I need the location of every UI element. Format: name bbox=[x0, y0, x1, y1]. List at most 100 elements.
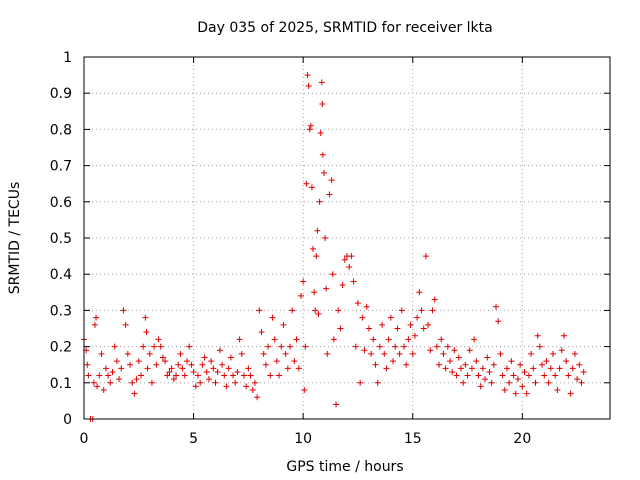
data-point bbox=[398, 307, 405, 314]
data-point bbox=[372, 361, 379, 368]
data-point bbox=[541, 372, 548, 379]
data-point bbox=[303, 180, 310, 187]
data-point bbox=[260, 350, 267, 357]
data-point bbox=[181, 372, 188, 379]
data-point bbox=[301, 387, 308, 394]
data-point bbox=[532, 379, 539, 386]
y-tick-label: 0.1 bbox=[50, 376, 72, 392]
data-point bbox=[431, 296, 438, 303]
data-point bbox=[210, 365, 217, 372]
data-point bbox=[179, 365, 186, 372]
y-tick-label: 0.3 bbox=[50, 303, 72, 319]
data-point bbox=[357, 379, 364, 386]
data-point bbox=[214, 368, 221, 375]
data-point bbox=[370, 336, 377, 343]
data-point bbox=[304, 72, 311, 79]
data-point bbox=[120, 307, 127, 314]
data-point bbox=[118, 365, 125, 372]
data-point bbox=[517, 361, 524, 368]
data-point bbox=[545, 379, 552, 386]
data-point bbox=[385, 336, 392, 343]
data-point bbox=[409, 350, 416, 357]
data-point bbox=[359, 314, 366, 321]
data-point bbox=[528, 350, 535, 357]
data-point bbox=[236, 336, 243, 343]
data-point bbox=[197, 379, 204, 386]
data-point bbox=[319, 101, 326, 108]
data-point bbox=[113, 358, 120, 365]
data-point bbox=[569, 365, 576, 372]
y-tick-label: 0.4 bbox=[50, 267, 72, 283]
data-point bbox=[240, 372, 247, 379]
data-point bbox=[267, 372, 274, 379]
y-tick-label: 0.2 bbox=[50, 340, 72, 356]
data-point bbox=[503, 365, 510, 372]
data-point bbox=[227, 354, 234, 361]
data-point bbox=[122, 321, 129, 328]
data-point bbox=[96, 372, 103, 379]
data-point bbox=[411, 332, 418, 339]
data-point bbox=[238, 350, 245, 357]
data-point bbox=[135, 358, 142, 365]
data-point bbox=[354, 300, 361, 307]
data-point bbox=[322, 235, 329, 241]
data-point bbox=[346, 263, 353, 270]
data-point bbox=[146, 350, 153, 357]
data-point bbox=[282, 350, 289, 357]
data-point bbox=[341, 256, 348, 263]
data-point bbox=[530, 365, 537, 372]
plot-frame bbox=[83, 56, 611, 420]
data-point bbox=[173, 372, 180, 379]
data-point bbox=[361, 347, 368, 354]
data-point bbox=[311, 289, 318, 296]
data-point bbox=[473, 358, 480, 365]
data-point bbox=[571, 350, 578, 357]
data-point bbox=[223, 383, 230, 390]
data-point bbox=[170, 376, 177, 383]
data-point bbox=[278, 343, 285, 350]
data-point bbox=[350, 278, 357, 285]
data-point bbox=[208, 358, 215, 365]
data-point bbox=[475, 372, 482, 379]
data-point bbox=[109, 368, 116, 375]
data-point bbox=[453, 372, 460, 379]
data-point bbox=[554, 387, 561, 394]
data-point bbox=[265, 343, 272, 350]
data-point bbox=[547, 365, 554, 372]
data-point bbox=[567, 390, 574, 397]
data-point bbox=[580, 368, 587, 375]
data-point bbox=[326, 191, 333, 198]
data-point bbox=[129, 379, 136, 386]
data-point bbox=[506, 379, 513, 386]
data-point bbox=[416, 289, 423, 296]
data-point bbox=[320, 169, 327, 176]
data-point bbox=[328, 177, 335, 184]
data-point bbox=[153, 361, 160, 368]
data-point bbox=[90, 379, 97, 386]
data-point bbox=[300, 278, 307, 285]
data-point bbox=[312, 307, 319, 314]
data-point bbox=[199, 361, 206, 368]
data-point bbox=[493, 303, 500, 310]
data-point bbox=[368, 350, 375, 357]
data-point bbox=[335, 307, 342, 314]
data-point bbox=[184, 358, 191, 365]
data-point bbox=[499, 372, 506, 379]
data-point bbox=[116, 376, 123, 383]
data-point bbox=[318, 79, 325, 86]
x-tick-label: 10 bbox=[294, 431, 312, 447]
data-point bbox=[552, 372, 559, 379]
data-point bbox=[400, 343, 407, 350]
data-point bbox=[477, 383, 484, 390]
data-point bbox=[155, 336, 162, 343]
data-point bbox=[243, 383, 250, 390]
data-point bbox=[558, 347, 565, 354]
data-point bbox=[313, 253, 320, 260]
data-point bbox=[337, 325, 344, 332]
data-point bbox=[352, 343, 359, 350]
data-point bbox=[284, 365, 291, 372]
data-point bbox=[307, 122, 314, 129]
data-point bbox=[460, 379, 467, 386]
data-point bbox=[521, 368, 528, 375]
data-point bbox=[249, 387, 256, 394]
